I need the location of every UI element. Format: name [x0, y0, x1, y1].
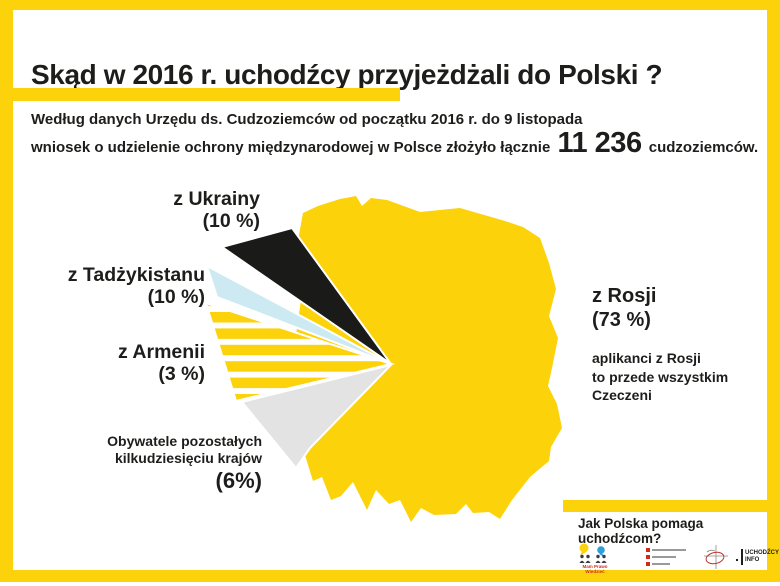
callout-other-countries-line1: Obywatele pozostałych — [107, 433, 262, 449]
association-logo-row — [646, 547, 698, 553]
uchodzcy-info-logo: UCHODŹCY INFO — [736, 548, 779, 568]
poland-map-shape-russia-wedge — [296, 196, 562, 522]
callout-russia-note-line3: Czeczeni — [592, 387, 652, 403]
intro-line-2-before: wniosek o udzielenie ochrony międzynarod… — [31, 139, 551, 156]
wedge-armenia-striped — [204, 301, 395, 403]
frame-left — [0, 0, 13, 582]
callout-tajikistan-name: z Tadżykistanu — [67, 264, 205, 286]
callout-russia-note-line2: to przede wszystkim — [592, 368, 729, 385]
uchodzcy-info-divider — [741, 549, 743, 565]
footer-question: Jak Polska pomaga uchodźcom? — [578, 516, 704, 546]
callout-other-countries-line2: kilkudziesięciu krajów — [114, 449, 262, 466]
frame-bottom — [0, 570, 780, 582]
footer-logos: Mam Prawo Wiedzieć — [576, 541, 779, 577]
intro-text: Według danych Urzędu ds. Cudzoziemców od… — [31, 110, 761, 161]
callout-ukraine-name: z Ukrainy — [173, 188, 260, 210]
uchodzcy-info-logo-text: UCHODŹCY INFO — [745, 550, 779, 564]
callout-ukraine-value: (10 %) — [202, 210, 260, 232]
red-square-icon — [646, 562, 650, 566]
footer-accent-bar — [563, 500, 780, 512]
association-logo-text-bar — [652, 548, 686, 552]
intro-line-2-after: cudzoziemców. — [648, 139, 759, 156]
callout-russia-note-line1: aplikanci z Rosji — [592, 350, 701, 366]
total-applications-number: 11 236 — [557, 127, 642, 159]
callout-ukraine: z Ukrainy (10 %) — [173, 188, 260, 232]
association-logo-row — [646, 554, 698, 560]
callout-russia-note: aplikanci z Rosji to przede wszystkim Cz… — [592, 349, 728, 405]
callout-russia-value: (73 %) — [592, 309, 651, 331]
callout-armenia-name: z Armenii — [117, 341, 205, 363]
association-logo-text-bar — [652, 555, 676, 559]
mam-prawo-wiedziec-line2: Wiedzieć — [585, 569, 605, 574]
page-title: Skąd w 2016 r. uchodźcy przyjeżdżali do … — [31, 58, 663, 90]
callout-other-countries: Obywatele pozostałych kilkudziesięciu kr… — [107, 433, 262, 494]
sketch-globe-logo — [702, 543, 730, 571]
title-underline — [0, 88, 400, 101]
callout-tajikistan-value: (10 %) — [147, 286, 205, 308]
uchodzcy-info-line2: INFO — [745, 557, 760, 563]
uchodzcy-info-dot-icon — [736, 559, 738, 561]
callout-armenia: z Armenii (3 %) — [118, 341, 205, 385]
speech-bubbles-people-icon — [579, 543, 607, 563]
callout-tajikistan: z Tadżykistanu (10 %) — [68, 264, 205, 308]
callout-armenia-value: (3 %) — [158, 363, 205, 385]
mam-prawo-wiedziec-logo: Mam Prawo Wiedzieć — [576, 543, 614, 575]
globe-sketch-icon — [704, 545, 728, 569]
red-squares-association-logo — [646, 547, 698, 569]
frame-right — [767, 0, 780, 582]
intro-line-2: wniosek o udzielenie ochrony międzynarod… — [31, 127, 761, 161]
association-logo-row — [646, 561, 698, 567]
mam-prawo-wiedziec-logo-text: Mam Prawo Wiedzieć — [577, 564, 613, 574]
uchodzcy-info-line1: UCHODŹCY — [745, 550, 779, 556]
mam-prawo-wiedziec-line1: Mam Prawo — [582, 564, 608, 569]
frame-top — [0, 0, 780, 10]
red-square-icon — [646, 555, 650, 559]
callout-russia: z Rosji (73 %) aplikanci z Rosji to prze… — [592, 284, 728, 405]
red-square-icon — [646, 548, 650, 552]
wedge-other-countries — [240, 363, 395, 470]
intro-line-1: Według danych Urzędu ds. Cudzoziemców od… — [31, 111, 583, 128]
callout-russia-name: z Rosji — [592, 285, 657, 307]
wedge-tajikistan — [205, 263, 392, 365]
callout-other-countries-value: (6%) — [215, 468, 262, 493]
wedge-ukraine — [219, 226, 392, 365]
association-logo-text-bar — [652, 562, 670, 566]
